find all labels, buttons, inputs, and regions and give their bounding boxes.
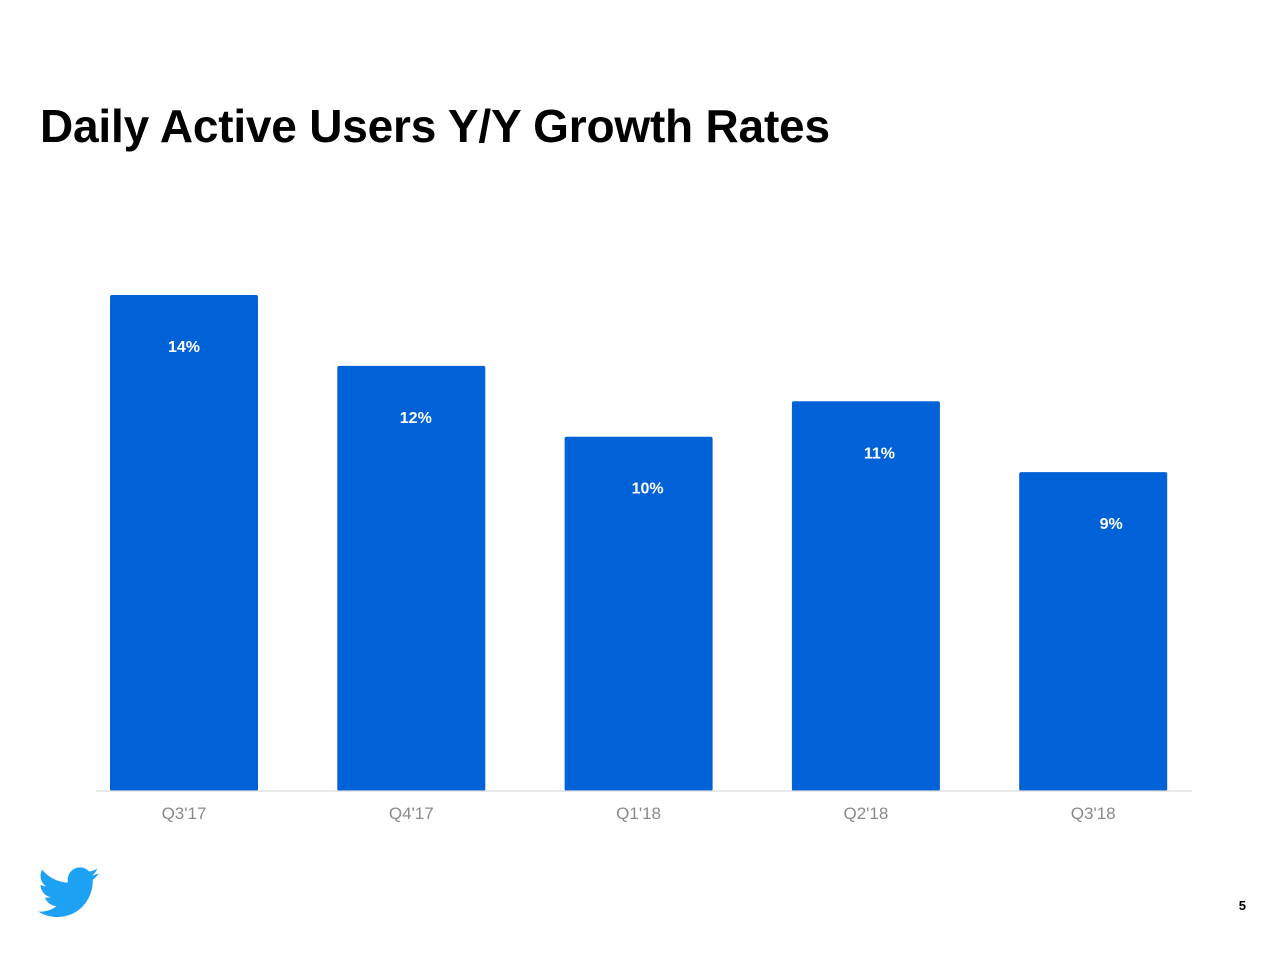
x-tick-label: Q3'17 [162, 804, 207, 823]
data-labels-layer: 14% 12% 10% 11% 9% [168, 339, 1123, 533]
data-label: 14% [168, 339, 200, 356]
bar-chart: 14% 12% 10% 11% 9% Q3'17 Q4'17 Q1'18 Q2'18 Q3'18 [96, 295, 1192, 823]
bars-layer [110, 295, 1168, 791]
bar-q4-17 [337, 365, 486, 791]
bar-q1-18 [564, 436, 713, 791]
bar-q3-18 [1019, 472, 1168, 791]
x-tick-label: Q4'17 [389, 804, 434, 823]
data-label: 12% [400, 410, 432, 427]
data-label: 9% [1100, 516, 1123, 533]
page-title: Daily Active Users Y/Y Growth Rates [40, 100, 830, 152]
x-tick-label: Q1'18 [616, 804, 661, 823]
x-tick-label: Q2'18 [843, 804, 888, 823]
x-tick-label: Q3'18 [1071, 804, 1116, 823]
data-label: 10% [632, 481, 664, 498]
bar-q3-17 [110, 295, 258, 791]
x-tick-labels-layer: Q3'17 Q4'17 Q1'18 Q2'18 Q3'18 [162, 804, 1116, 823]
data-label: 11% [864, 445, 895, 462]
bar-q2-18 [791, 401, 940, 791]
twitter-bird-icon [38, 867, 99, 918]
page-number: 5 [1238, 898, 1246, 913]
